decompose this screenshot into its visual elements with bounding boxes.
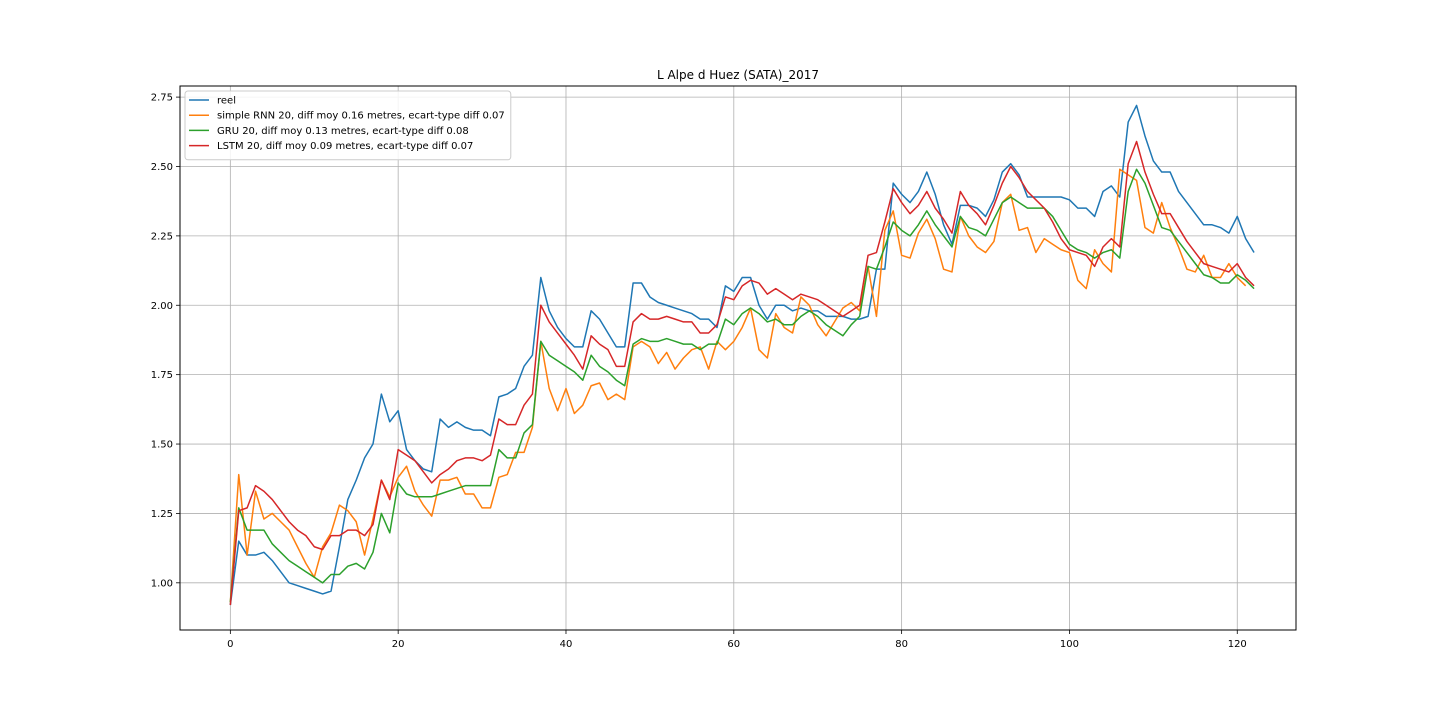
y-tick-label: 2.75 [151,93,173,104]
legend-label: simple RNN 20, diff moy 0.16 metres, eca… [217,111,505,122]
series-lines [229,104,1255,606]
y-tick-label: 1.00 [151,578,173,589]
series-line [229,168,1255,603]
legend: reel simple RNN 20, diff moy 0.16 metres,… [184,90,512,161]
x-tick-label: 20 [392,639,405,650]
grid [180,86,1296,630]
legend-label: GRU 20, diff moy 0.13 metres, ecart-type… [217,126,469,137]
y-tick-label: 1.25 [151,509,173,520]
x-tick-label: 0 [227,639,233,650]
y-tick-label: 1.75 [151,370,173,381]
legend-label: reel [217,96,236,107]
y-tick-label: 2.00 [151,301,173,312]
legend-label: LSTM 20, diff moy 0.09 metres, ecart-typ… [217,141,473,152]
legend-box [184,90,512,161]
series-line [229,168,1247,603]
x-tick-label: 40 [560,639,573,650]
x-axis: 0 20 40 60 80 100 120 [227,630,1247,650]
x-tick-label: 100 [1060,639,1079,650]
x-tick-label: 60 [727,639,740,650]
x-tick-label: 80 [895,639,908,650]
y-tick-label: 2.25 [151,231,173,242]
x-tick-label: 120 [1228,639,1247,650]
y-tick-label: 2.50 [151,162,173,173]
y-axis: 1.00 1.25 1.50 1.75 2.00 2.25 2.50 2.75 [151,93,180,589]
y-tick-label: 1.50 [151,440,173,451]
chart-title: L Alpe d Huez (SATA)_2017 [657,68,819,82]
plot-area-frame [179,85,1297,631]
series-line [229,104,1255,606]
series-line [229,140,1255,606]
